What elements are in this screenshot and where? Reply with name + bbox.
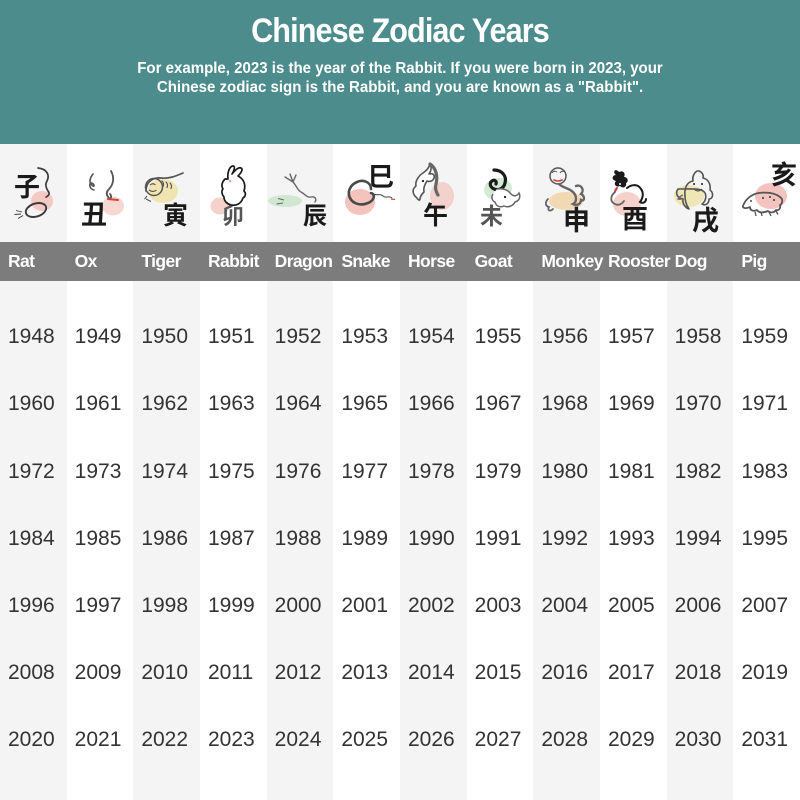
svg-text:辰: 辰: [303, 196, 327, 231]
svg-text:丑: 丑: [81, 195, 107, 232]
svg-text:午: 午: [423, 196, 448, 232]
svg-text:戌: 戌: [692, 199, 719, 238]
svg-text:酉: 酉: [622, 199, 648, 236]
svg-text:未: 未: [480, 197, 503, 231]
svg-text:亥: 亥: [771, 155, 797, 192]
svg-text:巳: 巳: [368, 157, 394, 194]
svg-text:申: 申: [563, 199, 590, 238]
svg-text:寅: 寅: [163, 196, 188, 232]
svg-text:子: 子: [14, 167, 40, 204]
svg-text:卯: 卯: [222, 199, 244, 231]
